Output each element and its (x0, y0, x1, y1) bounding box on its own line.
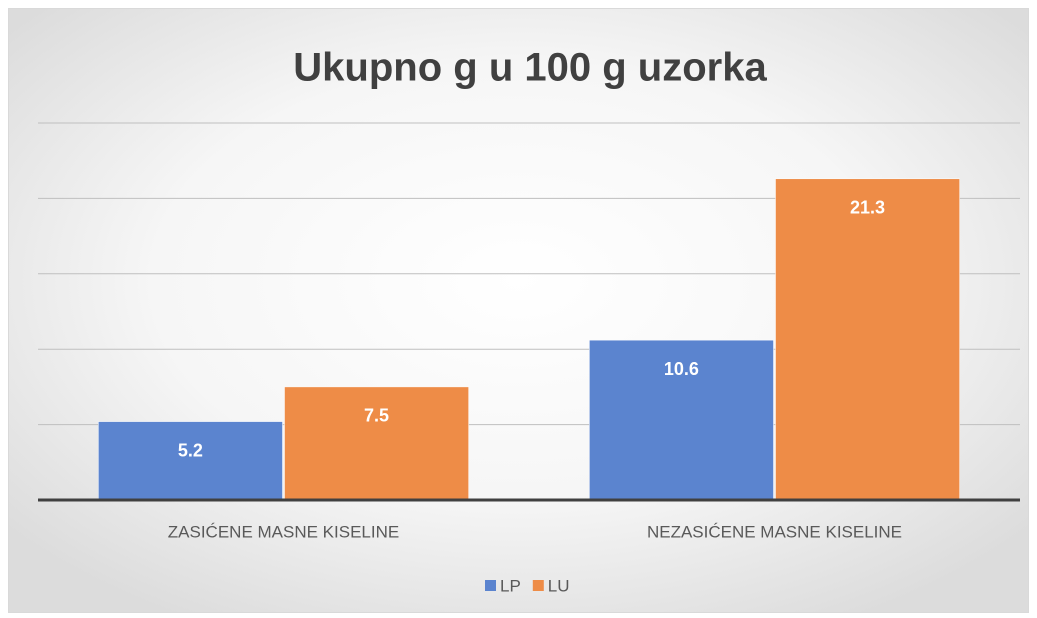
chart-title: Ukupno g u 100 g uzorka (293, 46, 767, 90)
bar (284, 386, 469, 501)
data-label: 5.2 (178, 440, 203, 460)
x-tick-label: ZASIĆENE MASNE KISELINE (168, 522, 399, 541)
legend-swatch (485, 580, 496, 591)
legend-label: LU (548, 576, 570, 595)
x-tick-label: NEZASIĆENE MASNE KISELINE (647, 522, 902, 541)
data-label: 10.6 (664, 359, 699, 379)
bar (98, 421, 283, 501)
data-label: 7.5 (364, 406, 389, 426)
bar (589, 339, 774, 501)
bar (775, 178, 960, 501)
data-label: 21.3 (850, 198, 885, 218)
legend-swatch (532, 580, 544, 591)
legend-label: LP (500, 576, 521, 595)
